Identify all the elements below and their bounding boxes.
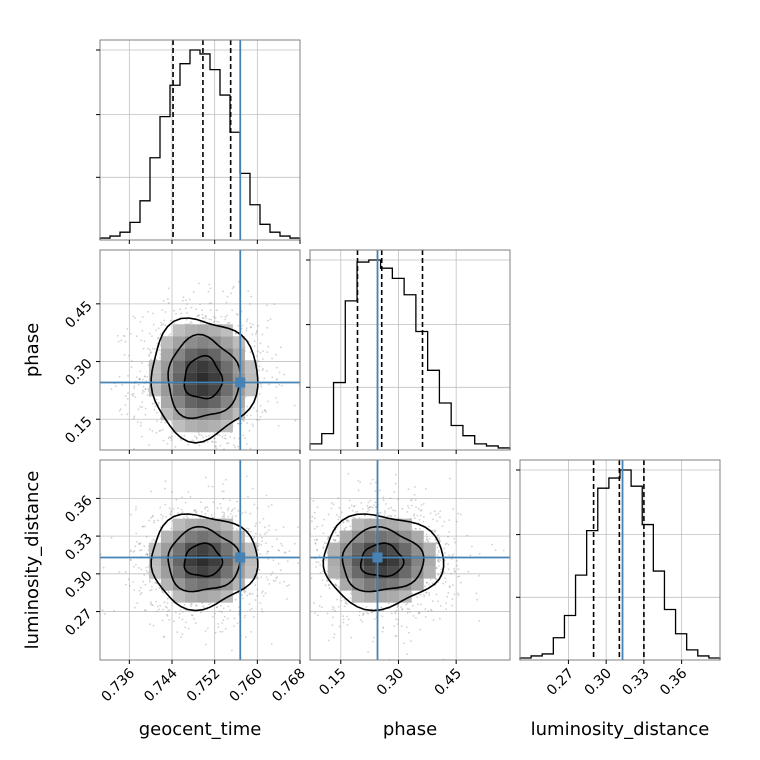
y-tick-label-luminosity_distance: 0.33 xyxy=(62,530,95,563)
hist-panel-phase xyxy=(306,249,511,454)
x-tick-label-geocent_time: 0.752 xyxy=(184,666,224,706)
hist-panel-luminosity_distance xyxy=(516,459,721,664)
panel-frame xyxy=(99,249,301,451)
contour-2 xyxy=(150,513,259,612)
density-cells xyxy=(148,518,257,603)
panel-content xyxy=(100,460,300,660)
contour-1 xyxy=(167,333,241,420)
x-axis-label-luminosity_distance: luminosity_distance xyxy=(531,719,710,740)
histogram-geocent_time xyxy=(99,49,301,240)
x-tick-label-phase: 0.15 xyxy=(316,666,349,699)
x-tick-label-geocent_time: 0.760 xyxy=(226,666,266,706)
truth-marker xyxy=(235,552,246,563)
truth-marker xyxy=(372,552,383,563)
y-axis-label-phase: phase xyxy=(22,323,43,377)
x-tick-label-geocent_time: 0.736 xyxy=(98,665,138,705)
panel-frame xyxy=(309,459,511,661)
y-tick-label-phase: 0.45 xyxy=(62,298,95,331)
x-axis-label-phase: phase xyxy=(383,719,437,740)
hist-panel-geocent_time xyxy=(96,39,301,244)
density-cells xyxy=(327,518,436,603)
panel-frame xyxy=(99,459,301,661)
y-tick-label-luminosity_distance: 0.30 xyxy=(62,568,95,601)
panel-content xyxy=(310,460,510,660)
x-tick-label-luminosity_distance: 0.27 xyxy=(544,666,577,699)
x-tick-label-phase: 0.30 xyxy=(374,666,407,699)
x-tick-label-luminosity_distance: 0.36 xyxy=(657,665,690,698)
x-tick-label-luminosity_distance: 0.33 xyxy=(619,666,652,699)
y-axis-label-luminosity_distance: luminosity_distance xyxy=(22,471,43,650)
panel-frame xyxy=(309,249,511,451)
x-axis-label-geocent_time: geocent_time xyxy=(139,719,262,740)
contour-0 xyxy=(359,542,405,578)
panel-content xyxy=(100,250,300,450)
histogram-phase xyxy=(309,259,511,450)
y-tick-label-luminosity_distance: 0.27 xyxy=(62,606,95,639)
histogram-luminosity_distance xyxy=(519,469,721,660)
y-tick-label-phase: 0.30 xyxy=(62,356,95,389)
contour-0 xyxy=(183,542,224,578)
x-tick-label-geocent_time: 0.744 xyxy=(141,665,181,705)
y-tick-label-phase: 0.15 xyxy=(62,414,95,447)
x-tick-label-luminosity_distance: 0.30 xyxy=(582,666,615,699)
x-tick-label-phase: 0.45 xyxy=(432,666,465,699)
contour-2 xyxy=(150,317,259,444)
contour-2 xyxy=(322,513,445,612)
contour-0 xyxy=(183,354,224,400)
scatter-panel-geocent_time-luminosity_distance xyxy=(96,459,301,664)
scatter-panel-phase-luminosity_distance xyxy=(309,459,511,664)
panel-frame xyxy=(99,39,301,241)
x-tick-label-geocent_time: 0.768 xyxy=(269,666,309,706)
panel-frame xyxy=(519,459,721,661)
y-tick-label-luminosity_distance: 0.36 xyxy=(62,493,95,526)
truth-marker xyxy=(235,377,246,388)
contour-1 xyxy=(167,525,241,593)
scatter-panel-geocent_time-phase xyxy=(96,249,301,454)
contour-1 xyxy=(341,525,425,593)
